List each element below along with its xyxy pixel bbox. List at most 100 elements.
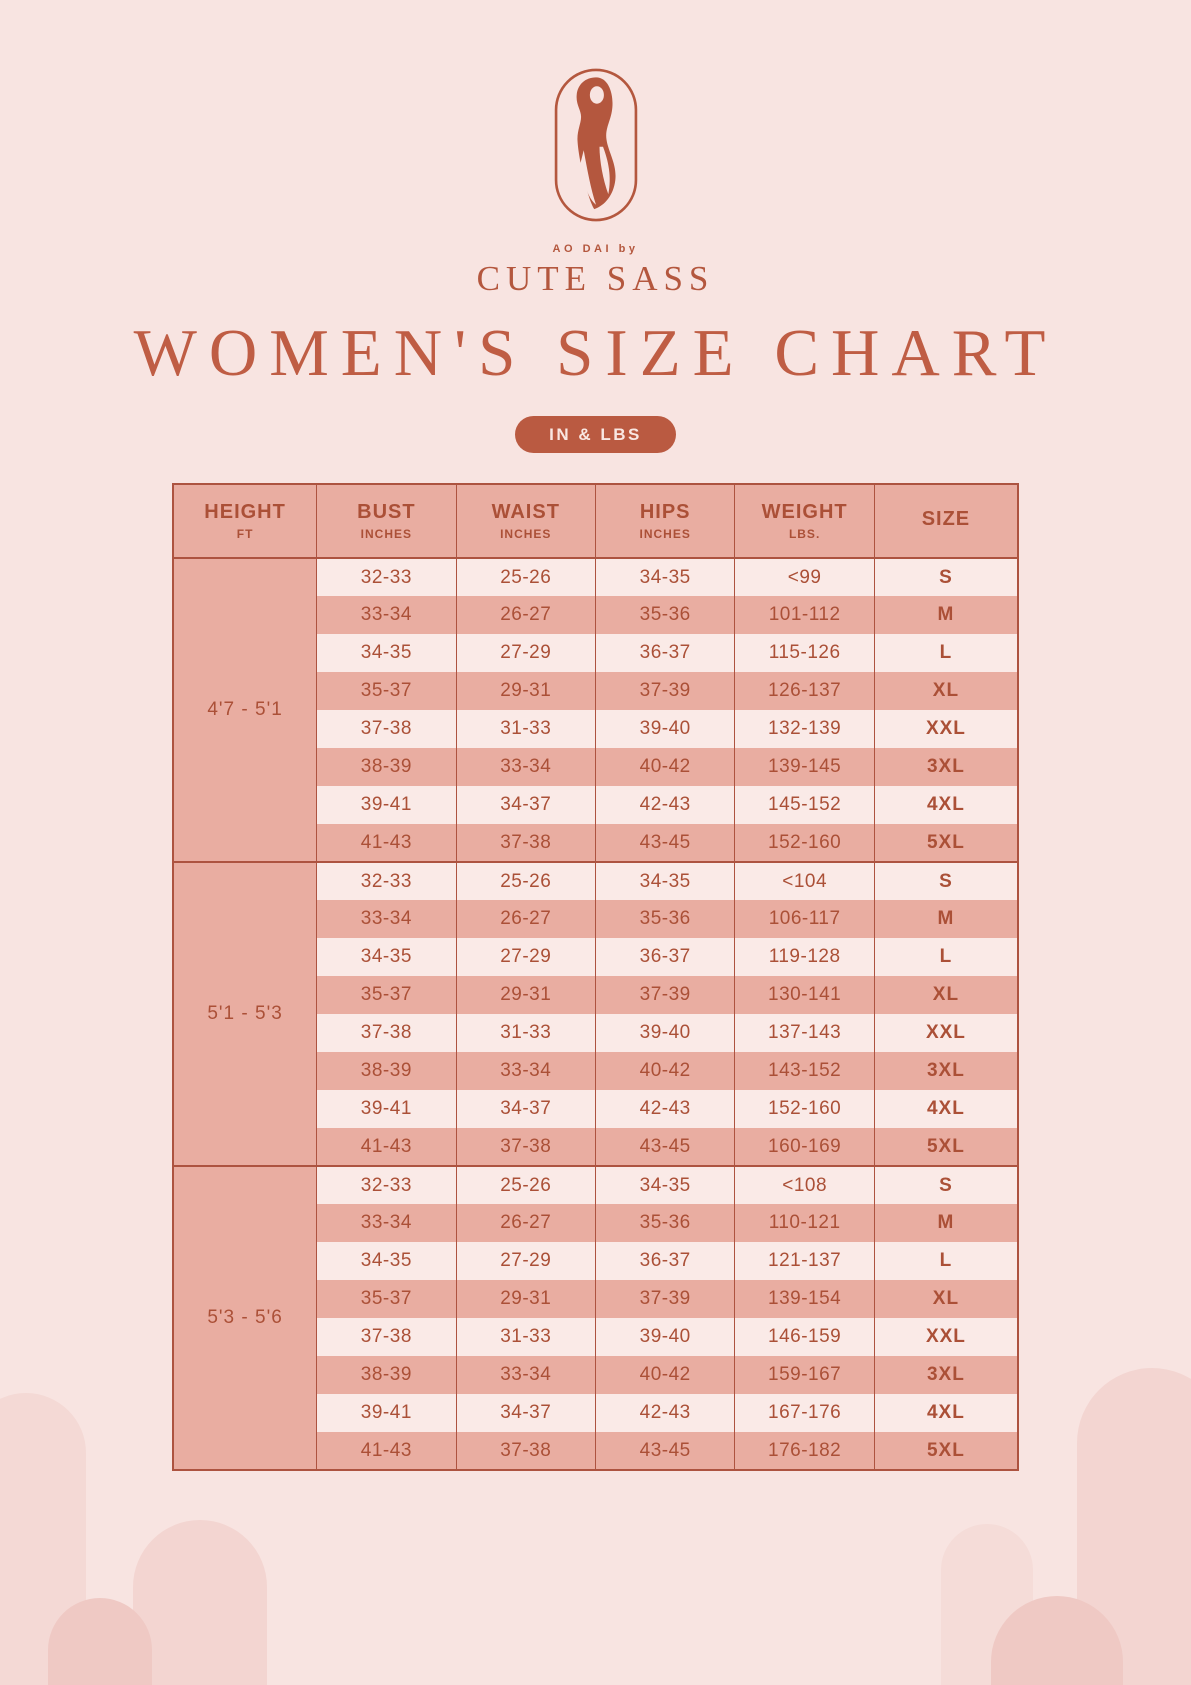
waist-cell: 37-38 [455, 1128, 596, 1166]
table-row: 37-38 31-33 39-40 137-143 XXL [173, 1014, 1019, 1052]
weight-cell: <108 [734, 1166, 875, 1204]
height-group: 5'3 - 5'6 32-33 25-26 34-35 <108 S 33-34 26-27 3… [172, 1166, 1019, 1470]
size-cell: 3XL [873, 1052, 1019, 1090]
waist-cell: 26-27 [455, 1204, 596, 1242]
waist-cell: 25-26 [455, 558, 596, 596]
waist-cell: 37-38 [455, 1432, 596, 1470]
hips-cell: 40-42 [594, 1052, 736, 1090]
size-cell: S [873, 1166, 1019, 1204]
size-cell: L [873, 1242, 1019, 1280]
weight-cell: 143-152 [734, 1052, 875, 1090]
hips-cell: 34-35 [594, 558, 736, 596]
size-cell: M [873, 1204, 1019, 1242]
bust-cell: 37-38 [316, 710, 457, 748]
hips-cell: 43-45 [594, 1432, 736, 1470]
brand-block: AO DAI by CUTE SASS [0, 0, 1191, 299]
waist-cell: 31-33 [455, 710, 596, 748]
weight-cell: 110-121 [734, 1204, 875, 1242]
table-row: 38-39 33-34 40-42 143-152 3XL [173, 1052, 1019, 1090]
size-cell: XL [873, 976, 1019, 1014]
bust-cell: 37-38 [316, 1014, 457, 1052]
waist-cell: 26-27 [455, 596, 596, 634]
size-cell: 4XL [873, 786, 1019, 824]
waist-cell: 29-31 [455, 976, 596, 1014]
table-row: 38-39 33-34 40-42 159-167 3XL [173, 1356, 1019, 1394]
arch-decoration [133, 1520, 267, 1685]
height-group-cell: 5'1 - 5'3 [172, 862, 318, 1166]
bust-cell: 39-41 [316, 1394, 457, 1432]
weight-cell: 160-169 [734, 1128, 875, 1166]
hips-cell: 35-36 [594, 596, 736, 634]
height-group: 5'1 - 5'3 32-33 25-26 34-35 <104 S 33-34 26-27 3… [172, 862, 1019, 1166]
weight-cell: 145-152 [734, 786, 875, 824]
table-row: 37-38 31-33 39-40 132-139 XXL [173, 710, 1019, 748]
bust-cell: 32-33 [316, 862, 457, 900]
height-group-cell: 4'7 - 5'1 [172, 558, 318, 862]
bust-cell: 35-37 [316, 672, 457, 710]
bust-cell: 34-35 [316, 634, 457, 672]
waist-cell: 27-29 [455, 634, 596, 672]
hips-cell: 35-36 [594, 900, 736, 938]
table-row: 5'3 - 5'6 32-33 25-26 34-35 <108 S [172, 1166, 1019, 1470]
size-cell: S [873, 558, 1019, 596]
table-row: 34-35 27-29 36-37 119-128 L [173, 938, 1019, 976]
size-cell: XXL [873, 1014, 1019, 1052]
size-cell: 5XL [873, 1128, 1019, 1166]
bust-cell: 35-37 [316, 1280, 457, 1318]
table-row: 38-39 33-34 40-42 139-145 3XL [173, 748, 1019, 786]
bust-cell: 33-34 [316, 900, 457, 938]
weight-cell: 115-126 [734, 634, 875, 672]
column-header-waist: WAIST INCHES [455, 484, 596, 559]
waist-cell: 34-37 [455, 1394, 596, 1432]
weight-cell: 139-154 [734, 1280, 875, 1318]
hips-cell: 39-40 [594, 1318, 736, 1356]
hips-cell: 40-42 [594, 748, 736, 786]
table-row: 4'7 - 5'1 32-33 25-26 34-35 <99 S [172, 558, 1019, 862]
table-row: 33-34 26-27 35-36 110-121 M [173, 1204, 1019, 1242]
table-row: 35-37 29-31 37-39 139-154 XL [173, 1280, 1019, 1318]
weight-cell: <99 [734, 558, 875, 596]
table-row: 41-43 37-38 43-45 152-160 5XL [173, 824, 1019, 862]
hips-cell: 39-40 [594, 710, 736, 748]
waist-cell: 25-26 [455, 862, 596, 900]
size-cell: XXL [873, 1318, 1019, 1356]
hips-cell: 40-42 [594, 1356, 736, 1394]
waist-cell: 29-31 [455, 672, 596, 710]
waist-cell: 37-38 [455, 824, 596, 862]
column-header-height: HEIGHT FT [172, 484, 318, 559]
bust-cell: 33-34 [316, 1204, 457, 1242]
brand-logo-icon [552, 68, 640, 228]
brand-sub-label: AO DAI by [552, 243, 639, 255]
hips-cell: 37-39 [594, 976, 736, 1014]
bust-cell: 38-39 [316, 1356, 457, 1394]
weight-cell: 121-137 [734, 1242, 875, 1280]
weight-cell: 146-159 [734, 1318, 875, 1356]
size-cell: L [873, 634, 1019, 672]
weight-cell: 176-182 [734, 1432, 875, 1470]
size-cell: M [873, 900, 1019, 938]
size-table: HEIGHT FT BUST INCHES WAIST INCHES HIPS … [172, 483, 1019, 1471]
bust-cell: 38-39 [316, 748, 457, 786]
table-row: 33-34 26-27 35-36 106-117 M [173, 900, 1019, 938]
hips-cell: 34-35 [594, 862, 736, 900]
table-row: 5'1 - 5'3 32-33 25-26 34-35 <104 S [172, 862, 1019, 1166]
weight-cell: 152-160 [734, 1090, 875, 1128]
height-group-cell: 5'3 - 5'6 [172, 1166, 318, 1470]
weight-cell: 139-145 [734, 748, 875, 786]
arch-decoration [48, 1598, 152, 1685]
size-cell: L [873, 938, 1019, 976]
waist-cell: 26-27 [455, 900, 596, 938]
page-title: WOMEN'S SIZE CHART [133, 316, 1058, 390]
size-cell: S [873, 862, 1019, 900]
column-header-hips: HIPS INCHES [594, 484, 736, 559]
waist-cell: 34-37 [455, 786, 596, 824]
hips-cell: 42-43 [594, 786, 736, 824]
column-header-weight: WEIGHT LBS. [734, 484, 875, 559]
hips-cell: 39-40 [594, 1014, 736, 1052]
table-row: 34-35 27-29 36-37 115-126 L [173, 634, 1019, 672]
size-cell: XL [873, 1280, 1019, 1318]
size-cell: 4XL [873, 1394, 1019, 1432]
waist-cell: 31-33 [455, 1014, 596, 1052]
table-row: 34-35 27-29 36-37 121-137 L [173, 1242, 1019, 1280]
hips-cell: 37-39 [594, 1280, 736, 1318]
